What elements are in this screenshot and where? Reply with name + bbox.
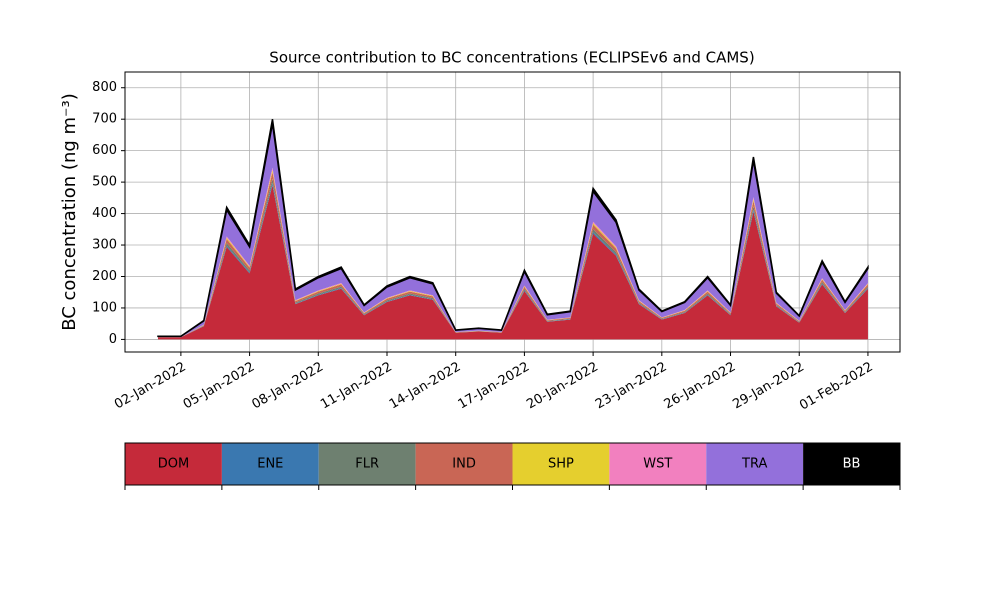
legend-label: ENE	[257, 457, 283, 472]
y-tick-label: 500	[92, 175, 117, 190]
legend-label: WST	[643, 457, 672, 472]
y-tick-label: 600	[92, 143, 117, 158]
legend-label: TRA	[741, 457, 767, 472]
chart-title: Source contribution to BC concentrations…	[269, 49, 754, 67]
area	[157, 123, 868, 337]
area	[157, 119, 869, 338]
y-tick-label: 400	[92, 206, 117, 221]
y-tick-label: 0	[109, 332, 117, 347]
legend-swatch	[125, 443, 222, 485]
legend-swatch	[609, 443, 707, 485]
y-tick-label: 200	[92, 269, 117, 284]
legend-label: SHP	[548, 457, 574, 472]
legend-swatch	[803, 443, 900, 485]
y-tick-label: 800	[92, 80, 117, 95]
y-tick-label: 100	[92, 300, 117, 315]
legend-swatch	[706, 443, 804, 485]
y-tick-label: 300	[92, 238, 117, 253]
y-axis-label: BC concentration (ng m⁻³)	[59, 93, 80, 331]
legend-label: DOM	[158, 457, 189, 472]
legend-label: BB	[843, 457, 861, 472]
plot-frame	[124, 71, 901, 353]
legend-label: FLR	[355, 457, 379, 472]
legend-swatch	[318, 443, 416, 485]
area	[157, 185, 868, 340]
legend-label: IND	[452, 457, 476, 472]
y-tick-label: 700	[92, 112, 117, 127]
legend-swatch	[512, 443, 610, 485]
legend-frame	[124, 442, 901, 486]
legend-swatch	[221, 443, 319, 485]
legend-swatch	[415, 443, 513, 485]
